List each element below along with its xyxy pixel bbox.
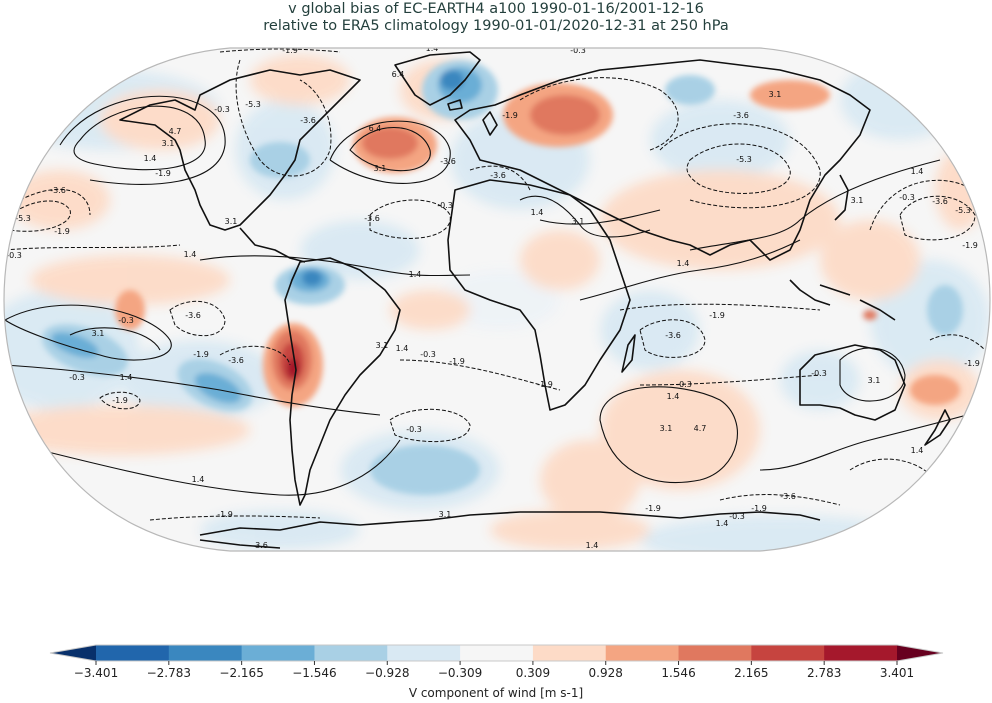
contour-label: -1.9 — [751, 504, 767, 513]
figure-title-line-1: v global bias of EC-EARTH4 a100 1990-01-… — [288, 1, 704, 17]
contour-label: -5.3 — [955, 206, 971, 215]
contour-label: -1.9 — [645, 504, 661, 513]
contour-label: -3.6 — [228, 356, 244, 365]
contour-label: -0.3 — [811, 369, 827, 378]
contour-label: -3.6 — [300, 116, 316, 125]
contour-label: -3.6 — [50, 186, 66, 195]
contour-label: -3.6 — [185, 311, 201, 320]
contour-label: 3.1 — [376, 341, 389, 350]
contour-label: -3.6 — [932, 197, 948, 206]
contour-label: -0.3 — [899, 193, 915, 202]
contour-label: 3.1 — [868, 376, 881, 385]
contour-label: -1.9 — [112, 396, 128, 405]
colorbar-tick-label: −3.401 — [73, 666, 119, 680]
contour-label: 3.1 — [439, 510, 452, 519]
contour-label: -0.3 — [214, 105, 230, 114]
contour-label: -1.9 — [709, 311, 725, 320]
contour-label: -0.3 — [420, 350, 436, 359]
colorbar-tick-label: −2.165 — [219, 666, 264, 680]
contour-label: 1.4 — [409, 270, 422, 279]
contour-label: -5.3 — [15, 214, 31, 223]
contours — [4, 95, 986, 496]
map-boundary — [3, 47, 991, 552]
contour-label: 3.1 — [92, 329, 105, 338]
colorbar-tick-label: 0.928 — [588, 666, 623, 680]
figure-title-line-2: relative to ERA5 climatology 1990-01-01/… — [263, 18, 729, 34]
colorbar-tick-label: 0.309 — [515, 666, 551, 680]
contour-label: -1.9 — [217, 510, 233, 519]
colorbar-tick-label: 2.783 — [806, 666, 842, 680]
contour-label: -5.3 — [736, 155, 752, 164]
colorbar-tick-label: 3.401 — [879, 666, 915, 680]
contour-label: -0.3 — [570, 46, 586, 55]
contour-label: 3.1 — [660, 424, 673, 433]
contour-label: -0.3 — [437, 201, 453, 210]
contour-label: -1.9 — [155, 169, 171, 178]
contour-label: 1.4 — [677, 259, 690, 268]
contour-label: -3.6 — [780, 492, 796, 501]
contour-label: -0.3 — [69, 373, 85, 382]
contour-label: 4.7 — [694, 424, 707, 433]
contour-label: 1.4 — [184, 250, 197, 259]
bias-field: -1.9 1.4 -0.36.4-5.3-0.3-3.64.73.11.4-1.96… — [4, 44, 990, 551]
contour-label: 1.4 — [192, 475, 205, 484]
contour-label: -5.3 — [245, 100, 261, 109]
contour-label: 3.1 — [851, 196, 864, 205]
contour-label: 1.4 — [667, 392, 680, 401]
contour-label: 1.4 — [396, 344, 409, 353]
contour-label: 1.4 — [911, 446, 924, 455]
contour-label: 3.1 — [162, 139, 175, 148]
contour-label: 1.4 — [426, 44, 439, 53]
colorbar-tick-label: −1.546 — [292, 666, 337, 680]
colorbar-label: V component of wind [m s-1] — [408, 686, 584, 700]
contour-label: 3.1 — [769, 90, 782, 99]
contour-label: -1.9 — [54, 227, 70, 236]
contour-label: -0.3 — [118, 316, 134, 325]
contour-label: -0.3 — [676, 380, 692, 389]
contour-label: -1.9 — [962, 241, 978, 250]
contour-label: -1.9 — [449, 357, 465, 366]
contour-label: -1.9 — [537, 380, 553, 389]
contour-label: 3.1 — [225, 217, 238, 226]
contour-label: -3.6 — [252, 541, 268, 550]
contour-label: -3.6 — [364, 214, 380, 223]
colorbar-tick-label: 2.165 — [734, 666, 769, 680]
colorbar-tick-label: −2.783 — [146, 666, 192, 680]
contour-label: 6.4 — [392, 70, 405, 79]
colorbar-tick-label: −0.928 — [365, 666, 410, 680]
contour-label: -1.9 — [282, 46, 298, 55]
contour-label: 4.7 — [169, 127, 182, 136]
colorbar-tick-label: 1.546 — [661, 666, 696, 680]
contour-label: 1.4 — [531, 208, 544, 217]
contour-label: 3.1 — [374, 164, 387, 173]
contour-label: 1.4 — [716, 519, 729, 528]
contour-label: 1.4 — [911, 167, 924, 176]
colorbar-tick-label: −0.309 — [437, 666, 483, 680]
contour-label: 1.4 — [586, 541, 599, 550]
contour-label: -3.6 — [665, 331, 681, 340]
colorbar-ticks — [95, 661, 898, 665]
contour-label: -1.9 — [502, 111, 518, 120]
contour-label: 3.1 — [572, 217, 585, 226]
contour-label: -0.3 — [6, 251, 22, 260]
contour-label: 1.4 — [144, 154, 157, 163]
coastlines — [119, 51, 951, 549]
contour-label: -0.3 — [729, 512, 745, 521]
contour-label: -0.3 — [406, 425, 422, 434]
contour-label: -3.6 — [440, 157, 456, 166]
contour-label: 1.4 — [120, 373, 133, 382]
contour-label: -3.6 — [490, 171, 506, 180]
contour-label: 6.4 — [369, 124, 382, 133]
colorbar-segments — [49, 644, 944, 662]
contour-label: -1.9 — [962, 125, 978, 134]
contour-label: -1.9 — [964, 359, 980, 368]
contour-label: -1.9 — [193, 350, 209, 359]
global-map: -1.9 1.4 -0.36.4-5.3-0.3-3.64.73.11.4-1.96… — [3, 44, 991, 552]
contour-label: -3.6 — [733, 111, 749, 120]
